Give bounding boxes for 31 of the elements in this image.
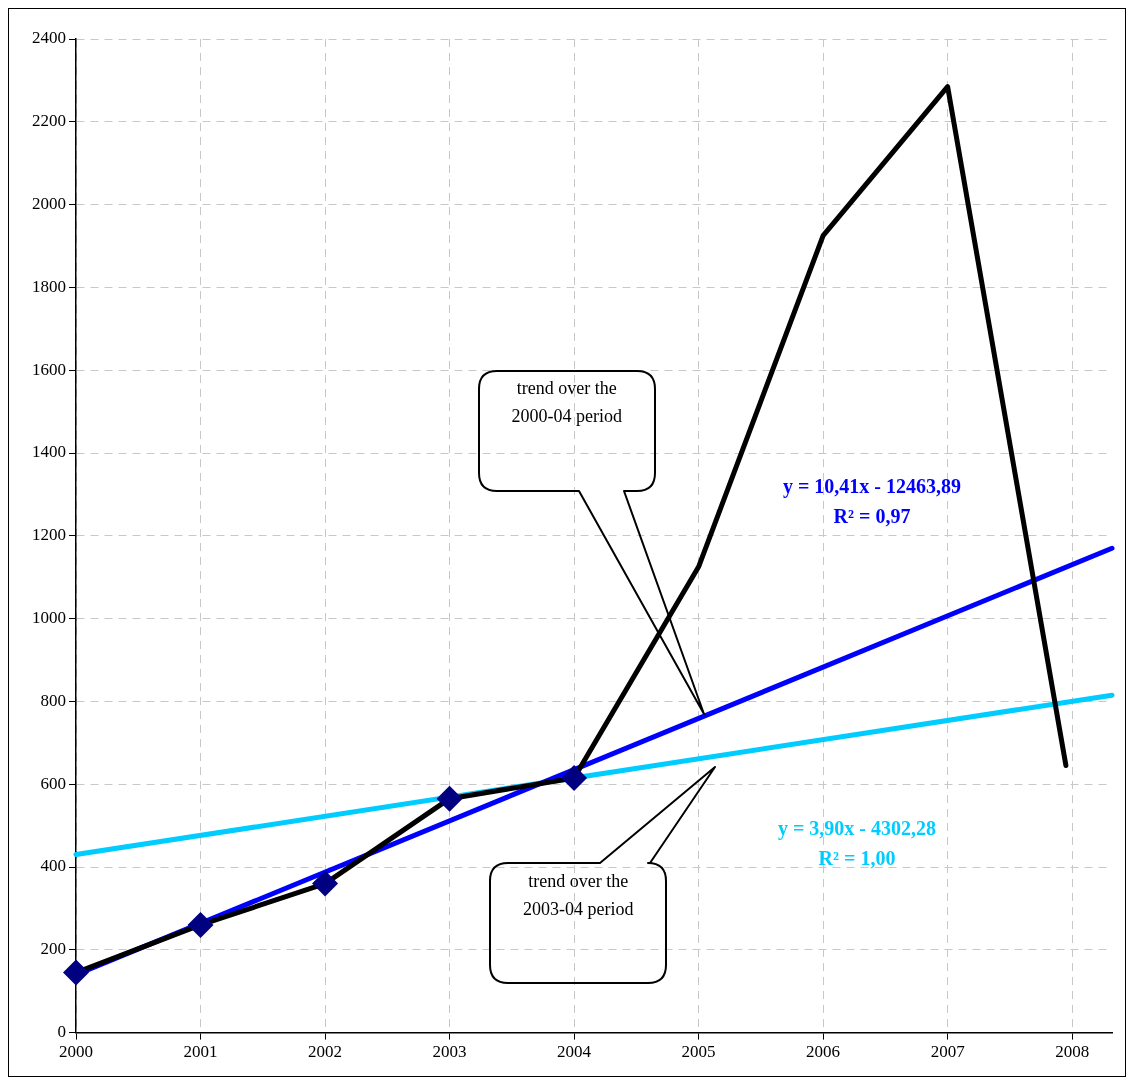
text: y = 3,90x - 4302,28 R² = 1,00 — [777, 817, 937, 870]
annotation: trend over the 2000-04 period — [511, 378, 623, 427]
x-tick-label: 2002 — [308, 1042, 343, 1062]
y-tick-label: 200 — [40, 939, 66, 959]
y-tick-label: 2200 — [32, 111, 66, 131]
y-tick-label: 1000 — [32, 608, 66, 628]
y-tick-label: 2400 — [32, 28, 66, 48]
y-tick-label: 2000 — [32, 194, 66, 214]
point — [312, 870, 339, 897]
point — [63, 959, 89, 986]
annotation: trend over the 2003-04 period — [522, 871, 634, 920]
x-tick-label: 2006 — [806, 1042, 841, 1062]
x-tick-label: 2000 — [59, 1042, 93, 1062]
point — [561, 764, 588, 791]
x-tick-label: 2001 — [183, 1042, 218, 1062]
y-tick-label: 1200 — [32, 525, 66, 545]
x-tick-label: 2005 — [681, 1042, 716, 1062]
point — [187, 911, 214, 938]
x-tick-label: 2003 — [432, 1042, 467, 1062]
y-tick-label: 600 — [40, 773, 66, 793]
x-tick-label: 2008 — [1055, 1042, 1090, 1062]
y-tick-label: 400 — [40, 856, 66, 876]
y-tick-label: 0 — [57, 1022, 66, 1042]
x-tick-label: 2007 — [930, 1042, 966, 1062]
y-tick-label: 1600 — [32, 359, 66, 379]
text: y = 10,41x - 12463,89 R² = 0,97 — [782, 475, 962, 528]
y-tick-label: 1800 — [32, 276, 66, 296]
x-tick-label: 2004 — [557, 1042, 592, 1062]
y-tick-label: 800 — [40, 690, 66, 710]
point — [436, 785, 463, 812]
y-tick-label: 1400 — [32, 442, 66, 462]
